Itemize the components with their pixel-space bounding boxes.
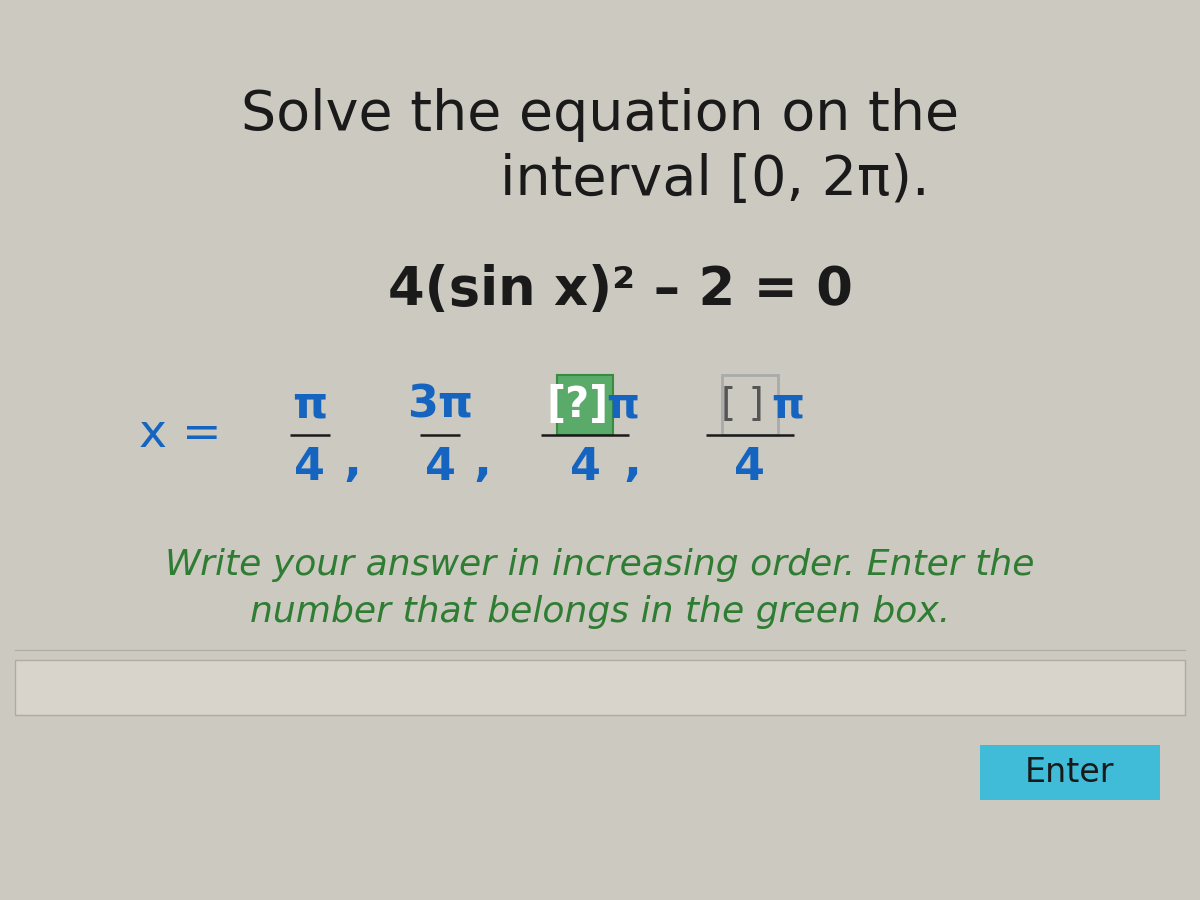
Text: ,: ,: [623, 440, 641, 485]
FancyBboxPatch shape: [980, 745, 1160, 800]
Text: 4(sin x)² – 2 = 0: 4(sin x)² – 2 = 0: [388, 264, 852, 316]
Text: Write your answer in increasing order. Enter the: Write your answer in increasing order. E…: [166, 548, 1034, 582]
Text: π: π: [772, 384, 804, 426]
Text: 3π: 3π: [407, 383, 473, 427]
Text: number that belongs in the green box.: number that belongs in the green box.: [250, 595, 950, 629]
Text: ,: ,: [343, 440, 361, 485]
Text: x =: x =: [139, 412, 221, 457]
Text: [ ]: [ ]: [720, 386, 763, 424]
FancyBboxPatch shape: [722, 375, 778, 435]
Text: Enter: Enter: [1025, 756, 1115, 789]
Text: π: π: [293, 383, 328, 427]
Text: 4: 4: [425, 446, 456, 490]
FancyBboxPatch shape: [557, 375, 613, 435]
Text: 4: 4: [734, 446, 766, 490]
Text: interval [0, 2π).: interval [0, 2π).: [500, 153, 930, 207]
FancyBboxPatch shape: [14, 660, 1186, 715]
Text: ,: ,: [473, 440, 491, 485]
Text: [?]: [?]: [546, 384, 608, 426]
Text: Solve the equation on the: Solve the equation on the: [241, 88, 959, 142]
Text: π: π: [606, 384, 640, 426]
Text: 4: 4: [570, 446, 600, 490]
Text: 4: 4: [294, 446, 325, 490]
